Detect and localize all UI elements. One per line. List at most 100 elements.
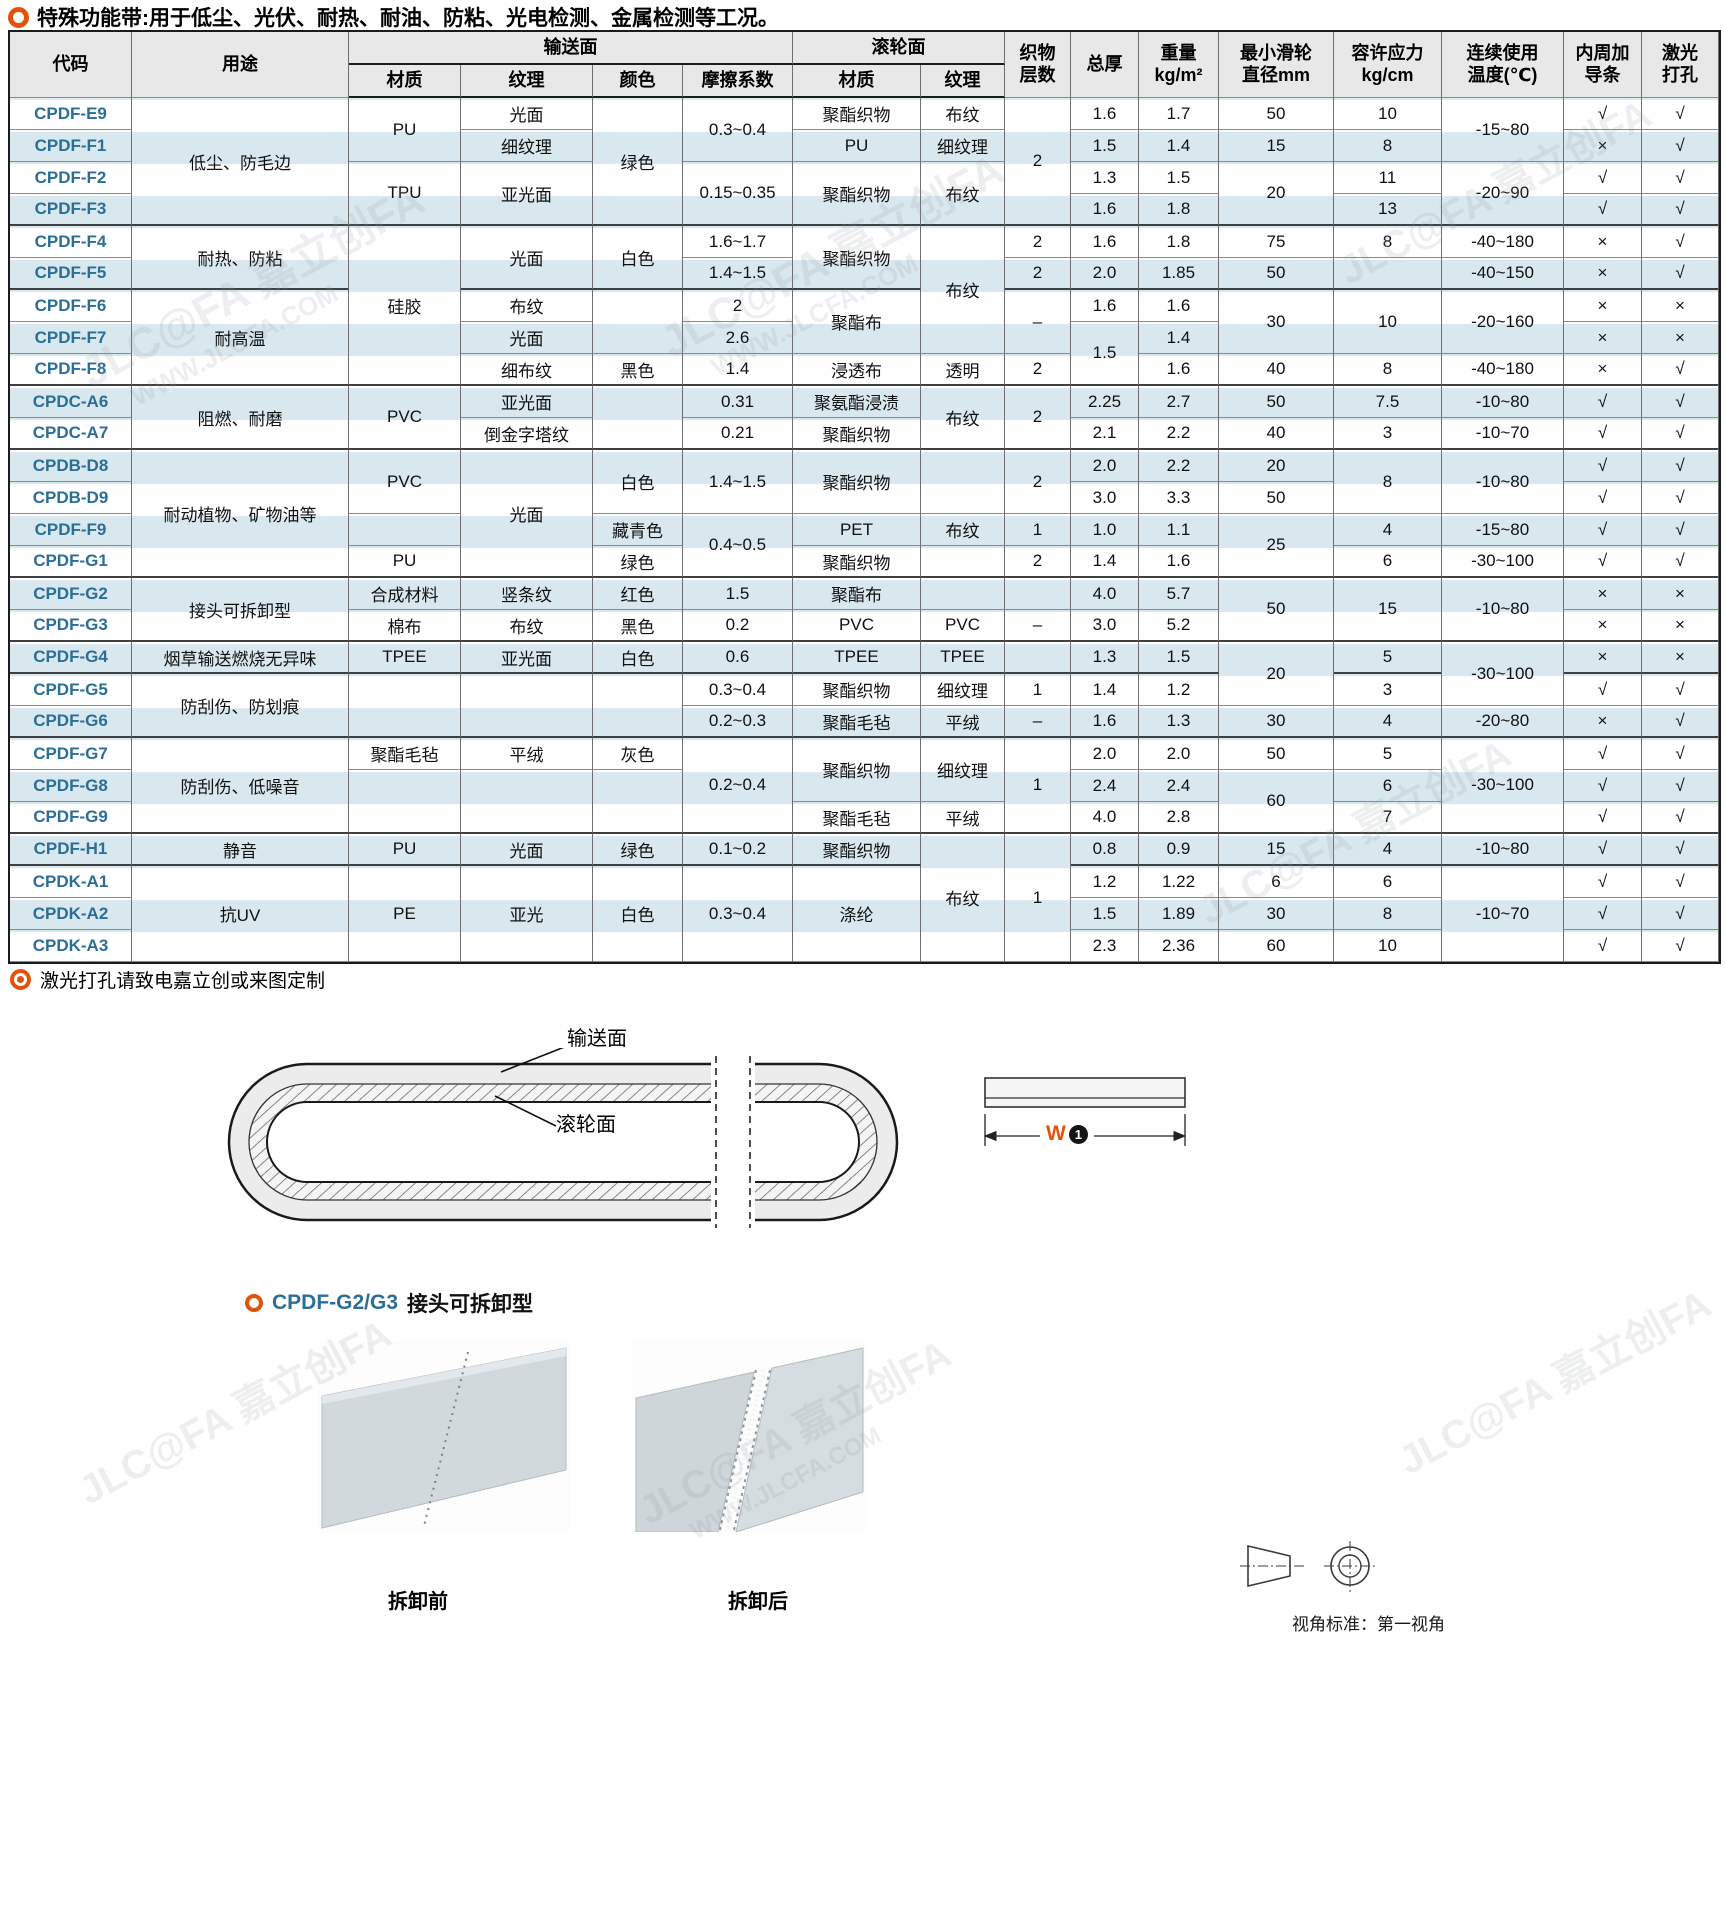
spec-cell: PET: [793, 514, 921, 546]
page-title-row: 特殊功能带:用于低尘、光伏、耐热、耐油、防粘、光电检测、金属检测等工况。: [8, 2, 779, 32]
row-code-cell: CPDF-F7: [10, 322, 132, 354]
spec-cell: ×: [1642, 642, 1719, 674]
spec-cell: [1005, 578, 1071, 610]
spec-cell: 15: [1219, 834, 1334, 866]
col-header-thickness: 总厚: [1071, 32, 1139, 98]
spec-cell: 1.3: [1071, 642, 1139, 674]
row-code-cell: CPDF-F3: [10, 194, 132, 226]
spec-cell: 光面: [461, 450, 593, 578]
spec-cell: 2.0: [1071, 450, 1139, 482]
spec-cell: PU: [349, 98, 461, 162]
spec-cell: √: [1642, 898, 1719, 930]
row-code-cell: CPDF-G6: [10, 706, 132, 738]
spec-cell: 1.3: [1139, 706, 1219, 738]
spec-cell: 布纹: [921, 98, 1005, 130]
spec-cell: 布纹: [921, 226, 1005, 354]
spec-cell: 布纹: [921, 834, 1005, 962]
spec-cell: 2.0: [1139, 738, 1219, 770]
spec-cell: -40~180: [1442, 354, 1564, 386]
row-code-cell: CPDF-G1: [10, 546, 132, 578]
spec-cell: –: [1005, 290, 1071, 354]
spec-cell: 接头可拆卸型: [132, 578, 349, 642]
spec-cell: 10: [1334, 290, 1442, 354]
spec-cell: 5: [1334, 642, 1442, 674]
spec-cell: 光面: [461, 834, 593, 866]
spec-cell: 1.6: [1071, 706, 1139, 738]
spec-cell: 2.1: [1071, 418, 1139, 450]
spec-cell: 2.8: [1139, 802, 1219, 834]
spec-cell: –: [1005, 706, 1071, 738]
section-bullet-icon: [245, 1294, 263, 1312]
row-code-cell: CPDF-F9: [10, 514, 132, 546]
spec-cell: 4.0: [1071, 802, 1139, 834]
row-code-cell: CPDF-F6: [10, 290, 132, 322]
spec-cell: -40~150: [1442, 258, 1564, 290]
spec-cell: 1: [1005, 514, 1071, 546]
spec-cell: 平绒: [921, 802, 1005, 834]
spec-cell: 聚酯织物: [793, 98, 921, 130]
spec-cell: 2.25: [1071, 386, 1139, 418]
spec-cell: ×: [1564, 290, 1642, 322]
spec-cell: 6: [1334, 866, 1442, 898]
table-row: CPDF-G7 防刮伤、低噪音 聚酯毛毡 平绒 灰色 0.2~0.4 聚酯织物 细纹理 1 2.0…: [10, 738, 1719, 834]
spec-cell: 0.3~0.4: [683, 98, 793, 162]
col-header-friction: 摩擦系数: [683, 65, 793, 98]
spec-cell: -10~80: [1442, 578, 1564, 642]
spec-cell: 聚酯织物: [793, 450, 921, 514]
col-header-min-pulley: 最小滑轮 直径mm: [1219, 32, 1334, 98]
spec-cell: 布纹: [461, 610, 593, 642]
spec-cell: -15~80: [1442, 514, 1564, 546]
spec-cell: PVC: [349, 386, 461, 450]
spec-cell: √: [1642, 162, 1719, 194]
spec-cell: -30~100: [1442, 738, 1564, 834]
row-code-cell: CPDF-G4: [10, 642, 132, 674]
spec-cell: 2.6: [683, 322, 793, 354]
spec-cell: 聚酯织物: [793, 738, 921, 802]
spec-cell: 聚酯织物: [793, 546, 921, 578]
table-row: CPDF-G4 烟草输送燃烧无异味 TPEE 亚光面 白色 0.6 TPEE TPEE 1.3 1…: [10, 642, 1719, 706]
spec-cell: 4: [1334, 706, 1442, 738]
table-row: CPDF-G2 接头可拆卸型 合成材料 竖条纹 红色 1.5 聚酯布 4.0 5.7 50 15 -1…: [10, 578, 1719, 642]
spec-cell: 0.2~0.3: [683, 706, 793, 738]
spec-cell: 20: [1219, 162, 1334, 226]
spec-cell: √: [1564, 834, 1642, 866]
spec-cell: 10: [1334, 930, 1442, 962]
table-row: CPDF-E9 低尘、防毛边 PU 光面 绿色 0.3~0.4 聚酯织物 布纹 2 1.6 1.7 5…: [10, 98, 1719, 226]
spec-cell: 1.85: [1139, 258, 1219, 290]
spec-cell: ×: [1564, 578, 1642, 610]
table-row: CPDF-F4 耐热、防粘 硅胶 光面 白色 1.6~1.7 聚酯织物 布纹 2 1.6 1.8 75…: [10, 226, 1719, 386]
spec-cell: 8: [1334, 898, 1442, 930]
spec-cell: 1.6: [1139, 546, 1219, 578]
spec-table-header: 代码 用途 输送面 滚轮面 织物 层数 总厚 重量 kg/m² 最小滑轮 直径mm 容…: [10, 32, 1719, 98]
row-code-cell: CPDF-F2: [10, 162, 132, 194]
spec-cell: 50: [1219, 386, 1334, 418]
spec-cell: 1.4: [1139, 130, 1219, 162]
table-row: CPDF-F8 细布纹 黑色 1.4 浸透布 透明 2 1.6 40 8 -40~180 × √: [10, 354, 1719, 386]
spec-cell: 1.4: [1071, 674, 1139, 706]
laser-footnote: 激光打孔请致电嘉立创或来图定制: [10, 966, 325, 993]
spec-cell: 光面: [461, 98, 593, 130]
spec-cell: 1.5: [1071, 322, 1139, 386]
spec-cell: 聚酯毛毡: [349, 738, 461, 770]
spec-cell: 3.0: [1071, 482, 1139, 514]
spec-cell: ×: [1564, 130, 1642, 162]
spec-cell: 0.21: [683, 418, 793, 450]
spec-cell: 60: [1219, 770, 1334, 834]
spec-cell: [1334, 258, 1442, 290]
spec-cell: 1: [1005, 738, 1071, 834]
spec-cell: √: [1642, 546, 1719, 578]
spec-cell: √: [1642, 386, 1719, 418]
spec-cell: √: [1642, 418, 1719, 450]
spec-cell: 防刮伤、防划痕: [132, 674, 349, 738]
spec-cell: √: [1564, 898, 1642, 930]
spec-cell: 2.2: [1139, 418, 1219, 450]
row-code-cell: CPDK-A3: [10, 930, 132, 962]
spec-cell: 6: [1334, 546, 1442, 578]
col-header-laser-drill: 激光 打孔: [1642, 32, 1719, 98]
spec-cell: 亚光面: [461, 386, 593, 418]
spec-cell: 0.4~0.5: [683, 514, 793, 578]
spec-cell: 1.6: [1139, 354, 1219, 386]
spec-cell: 耐热、防粘: [132, 226, 349, 290]
row-code-cell: CPDF-G7: [10, 738, 132, 770]
